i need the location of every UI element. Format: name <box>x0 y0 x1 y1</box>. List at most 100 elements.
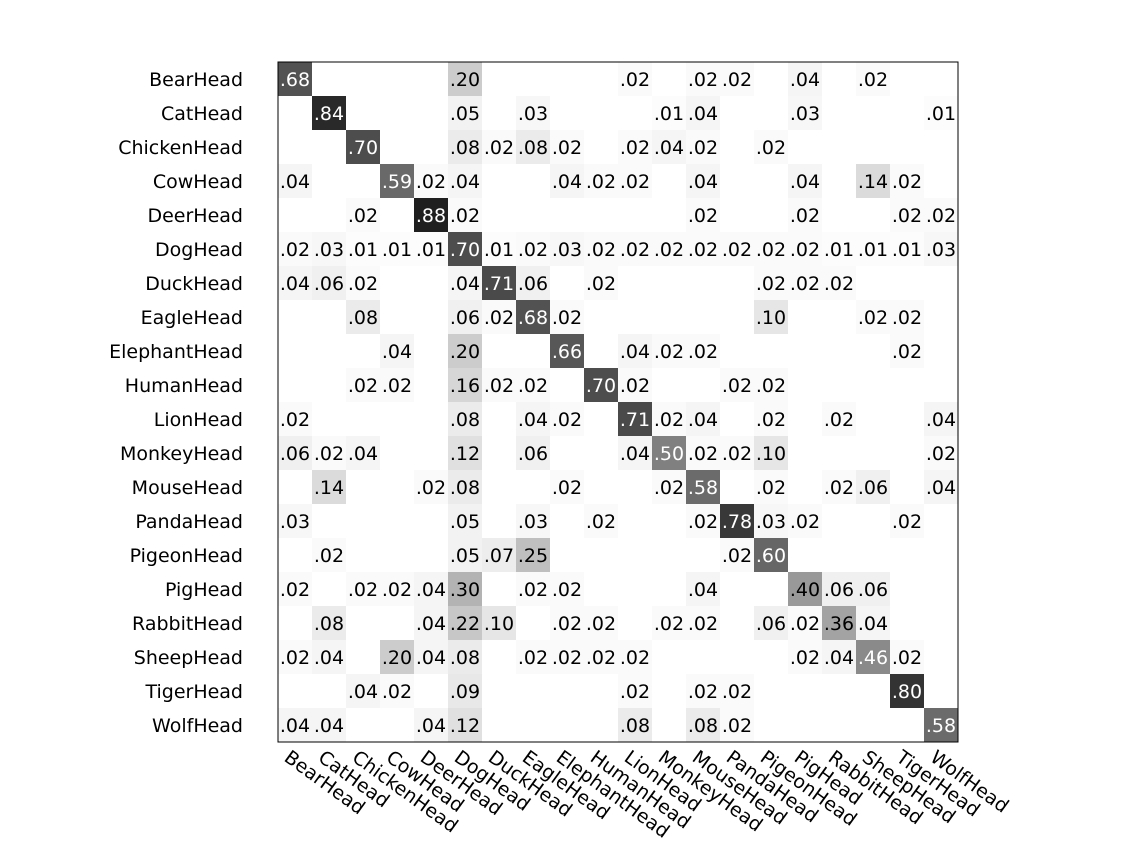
heatmap-value-label: .02 <box>620 69 650 91</box>
heatmap-value-label: .68 <box>518 307 548 329</box>
heatmap-cell <box>720 232 754 266</box>
heatmap-value-label: .60 <box>756 545 786 567</box>
heatmap-cell <box>448 96 482 130</box>
heatmap-value-label: .02 <box>552 137 582 159</box>
heatmap-cells <box>278 62 958 742</box>
y-tick-label: CowHead <box>153 171 243 193</box>
heatmap-value-label: .04 <box>688 103 718 125</box>
heatmap-value-label: .02 <box>518 647 548 669</box>
heatmap-value-label: .14 <box>858 171 888 193</box>
heatmap-value-label: .08 <box>518 137 548 159</box>
heatmap-cell <box>380 334 414 368</box>
heatmap-cell <box>448 640 482 674</box>
heatmap-cell <box>482 130 516 164</box>
heatmap-value-label: .02 <box>620 239 650 261</box>
heatmap-cell <box>312 538 346 572</box>
heatmap-cell <box>312 640 346 674</box>
heatmap-cell <box>720 62 754 96</box>
heatmap-cell <box>652 334 686 368</box>
heatmap-value-label: .04 <box>518 409 548 431</box>
heatmap-cell <box>550 334 584 368</box>
heatmap-value-label: .02 <box>586 613 616 635</box>
heatmap-value-label: .68 <box>280 69 310 91</box>
y-tick-label: PigeonHead <box>130 545 243 567</box>
heatmap-value-label: .02 <box>484 307 514 329</box>
heatmap-cell <box>312 232 346 266</box>
heatmap-cell <box>550 232 584 266</box>
heatmap-cell <box>652 606 686 640</box>
heatmap-value-label: .02 <box>790 273 820 295</box>
heatmap-value-label: .02 <box>518 375 548 397</box>
heatmap-value-label: .08 <box>450 137 480 159</box>
heatmap-cell <box>516 300 550 334</box>
heatmap-value-label: .25 <box>518 545 548 567</box>
heatmap-value-label: .30 <box>450 579 480 601</box>
heatmap-cell <box>788 504 822 538</box>
heatmap-value-label: .03 <box>518 511 548 533</box>
y-tick-label: MouseHead <box>132 477 243 499</box>
heatmap-cell <box>448 164 482 198</box>
y-tick-labels: BearHead CatHead ChickenHead CowHead DeerHea… <box>109 69 243 737</box>
heatmap-value-label: .03 <box>518 103 548 125</box>
heatmap-value-label: .02 <box>688 341 718 363</box>
heatmap-cell <box>278 62 312 96</box>
heatmap-value-label: .02 <box>552 579 582 601</box>
heatmap-value-label: .04 <box>450 171 480 193</box>
heatmap-value-label: .02 <box>756 375 786 397</box>
heatmap-cell <box>312 436 346 470</box>
heatmap-value-label: .20 <box>450 341 480 363</box>
heatmap-cell <box>686 402 720 436</box>
heatmap-cell <box>754 470 788 504</box>
heatmap-value-label: .20 <box>382 647 412 669</box>
heatmap-value-label: .04 <box>280 273 310 295</box>
heatmap-cell <box>414 572 448 606</box>
heatmap-value-label: .80 <box>892 681 922 703</box>
heatmap-cell <box>856 606 890 640</box>
heatmap-value-label: .58 <box>688 477 718 499</box>
y-tick-label: LionHead <box>154 409 243 431</box>
heatmap-cell <box>618 402 652 436</box>
heatmap-cell <box>652 96 686 130</box>
heatmap-cell <box>618 334 652 368</box>
heatmap-cell <box>346 130 380 164</box>
heatmap-value-label: .04 <box>620 443 650 465</box>
heatmap-value-label: .02 <box>688 681 718 703</box>
heatmap-cell <box>312 266 346 300</box>
heatmap-cell <box>550 164 584 198</box>
heatmap-cell <box>652 436 686 470</box>
heatmap-value-label: .02 <box>314 443 344 465</box>
heatmap-cell <box>924 708 958 742</box>
heatmap-cell <box>890 198 924 232</box>
heatmap-cell <box>686 232 720 266</box>
heatmap-value-label: .10 <box>484 613 514 635</box>
heatmap-value-label: .01 <box>382 239 412 261</box>
heatmap-value-label: .02 <box>552 613 582 635</box>
heatmap-value-label: .04 <box>348 443 378 465</box>
heatmap-cell <box>414 198 448 232</box>
heatmap-value-label: .02 <box>790 511 820 533</box>
heatmap-cell <box>516 436 550 470</box>
heatmap-cell <box>312 96 346 130</box>
heatmap-cell <box>686 198 720 232</box>
heatmap-value-label: .01 <box>926 103 956 125</box>
heatmap-value-label: .04 <box>654 137 684 159</box>
heatmap-value-label: .08 <box>450 647 480 669</box>
heatmap-cell <box>686 164 720 198</box>
heatmap-value-label: .02 <box>314 545 344 567</box>
heatmap-value-label: .02 <box>722 715 752 737</box>
heatmap-cell <box>822 470 856 504</box>
heatmap-value-label: .04 <box>790 69 820 91</box>
heatmap-cell <box>822 266 856 300</box>
heatmap-cell <box>618 62 652 96</box>
heatmap-cell <box>686 606 720 640</box>
heatmap-cell <box>686 130 720 164</box>
heatmap-cell <box>482 606 516 640</box>
y-tick-label: WolfHead <box>152 715 243 737</box>
heatmap-value-label: .02 <box>892 647 922 669</box>
heatmap-cell <box>448 402 482 436</box>
heatmap-cell <box>584 640 618 674</box>
heatmap-value-label: .03 <box>756 511 786 533</box>
heatmap-cell <box>924 470 958 504</box>
heatmap-value-label: .02 <box>348 579 378 601</box>
y-tick-label: HumanHead <box>125 375 243 397</box>
